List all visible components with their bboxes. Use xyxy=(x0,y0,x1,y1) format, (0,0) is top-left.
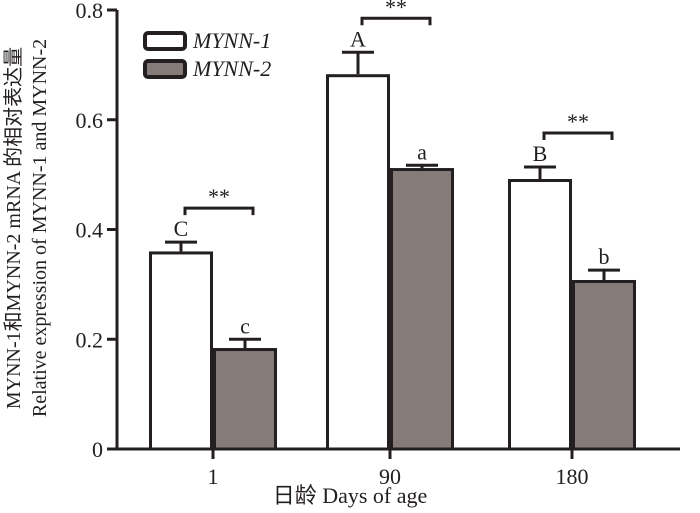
y-tick-label: 0.2 xyxy=(76,327,104,352)
legend-label: MYNN-1 xyxy=(192,28,271,53)
bar-letter-label: A xyxy=(350,26,366,51)
bar-letter-label: b xyxy=(599,244,610,269)
y-tick-label: 0.4 xyxy=(76,218,104,243)
bar-letter-label: B xyxy=(533,141,548,166)
significance-bracket xyxy=(542,131,614,140)
x-tick-label: 1 xyxy=(208,464,219,489)
bar-letter-label: c xyxy=(240,313,250,338)
bar-MYNN-2 xyxy=(213,348,277,451)
x-tick-label: 90 xyxy=(379,464,401,489)
x-tick-label: 180 xyxy=(556,464,589,489)
y-tick-label: 0.6 xyxy=(76,108,104,133)
y-axis-title-cn: MYNN-1和MYNN-2 mRNA 的相对表达量 xyxy=(2,47,25,409)
bar-letter-label: a xyxy=(417,139,427,164)
significance-label: ** xyxy=(208,184,230,209)
bar-MYNN-1 xyxy=(326,74,390,451)
significance-bracket xyxy=(183,206,255,216)
legend-label: MYNN-2 xyxy=(192,56,271,81)
significance-label: ** xyxy=(385,0,407,19)
significance-label: ** xyxy=(567,109,589,134)
legend-swatch xyxy=(143,59,187,79)
y-axis-title-en: Relative expression of MYNN-1 and MYNN-2 xyxy=(29,39,51,417)
x-axis-title: 日龄 Days of age xyxy=(273,483,428,508)
bar-MYNN-1 xyxy=(508,179,572,451)
bar-MYNN-2 xyxy=(390,168,454,451)
bar-MYNN-2 xyxy=(572,279,636,451)
legend-swatch xyxy=(143,31,187,51)
y-tick-label: 0 xyxy=(92,437,103,462)
bar-letter-label: C xyxy=(174,216,189,241)
y-tick-label: 0.8 xyxy=(76,0,104,23)
bar-MYNN-1 xyxy=(149,251,213,451)
significance-bracket xyxy=(360,16,432,26)
